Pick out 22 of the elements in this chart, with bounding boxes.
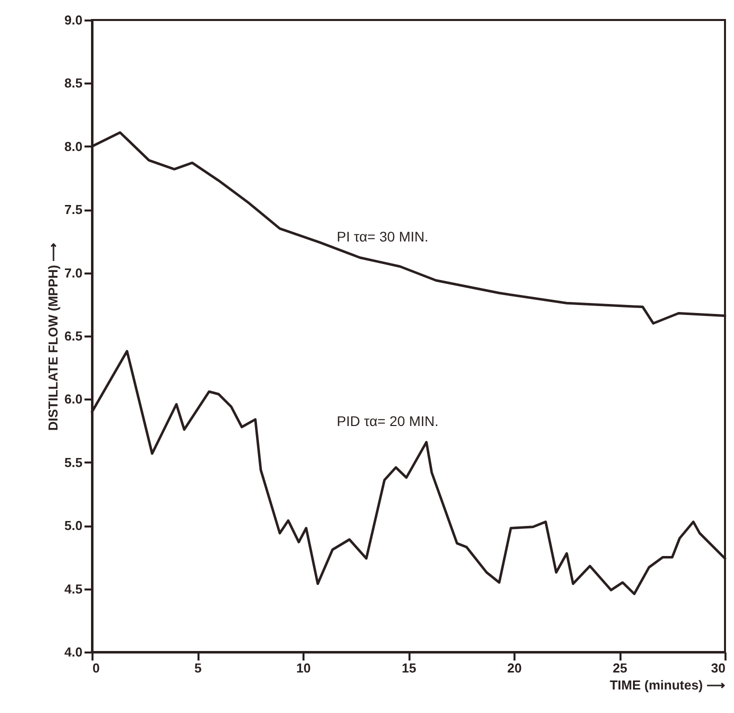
x-tick-label: 30 <box>711 660 726 676</box>
y-tick-label: 5.5 <box>64 454 82 470</box>
x-tick-label: 5 <box>194 660 202 676</box>
y-axis-title: DISTILLATE FLOW (MPPH) ⟶ <box>45 242 60 431</box>
x-tick-label: 10 <box>296 660 311 676</box>
y-tick-label: 7.0 <box>64 265 82 280</box>
y-tick-label: 6.5 <box>64 328 82 344</box>
y-tick-label: 4.0 <box>64 644 82 660</box>
y-tick-label: 6.0 <box>64 392 82 407</box>
x-tick-label: 20 <box>507 660 522 676</box>
x-tick-label: 15 <box>402 660 416 676</box>
y-tick-label: 4.5 <box>64 581 82 596</box>
x-tick-label: 0 <box>92 660 100 676</box>
y-tick-label: 5.0 <box>64 518 82 534</box>
y-tick-label: 9.0 <box>64 12 82 28</box>
x-tick-label: 25 <box>612 660 628 676</box>
x-axis-title: TIME (minutes) ⟶ <box>610 678 726 692</box>
y-tick-label: 8.0 <box>64 138 82 154</box>
y-tick-label: 7.5 <box>64 202 82 218</box>
series-label: PID τα= 20 MIN. <box>336 413 438 430</box>
series-label: PI τα= 30 MIN. <box>336 228 428 245</box>
y-tick-label: 8.5 <box>64 76 82 91</box>
